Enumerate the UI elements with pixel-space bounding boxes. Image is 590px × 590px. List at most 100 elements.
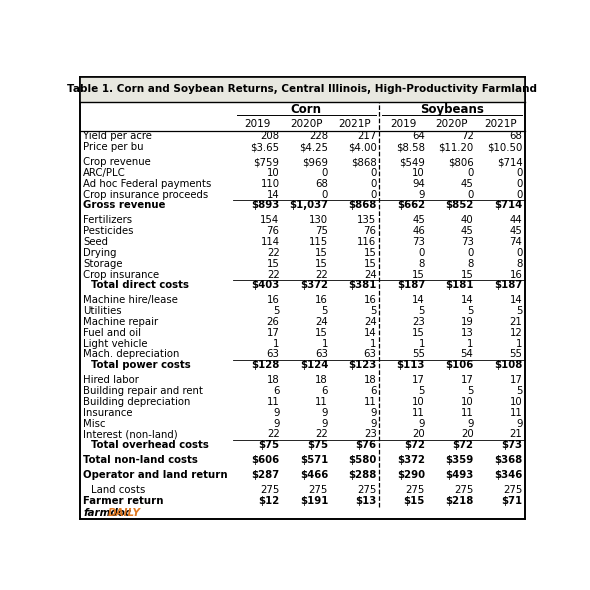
Text: 24: 24: [364, 270, 376, 280]
Text: 15: 15: [363, 248, 376, 258]
Text: 0: 0: [467, 189, 474, 199]
Text: Total overhead costs: Total overhead costs: [91, 440, 209, 450]
Text: 5: 5: [516, 306, 523, 316]
Text: 16: 16: [363, 296, 376, 306]
Text: 116: 116: [358, 237, 376, 247]
Text: 2020P: 2020P: [290, 119, 322, 129]
Text: 135: 135: [358, 215, 376, 225]
Text: 5: 5: [467, 386, 474, 396]
Text: 63: 63: [267, 349, 280, 359]
Text: 0: 0: [322, 189, 328, 199]
Text: Farmer return: Farmer return: [83, 496, 163, 506]
Text: 74: 74: [510, 237, 523, 247]
Text: 76: 76: [267, 227, 280, 236]
Text: 18: 18: [267, 375, 280, 385]
Text: $72: $72: [404, 440, 425, 450]
Text: Drying: Drying: [83, 248, 117, 258]
Text: $187: $187: [397, 280, 425, 290]
Text: 21: 21: [510, 430, 523, 440]
Text: 14: 14: [461, 296, 474, 306]
Text: 154: 154: [260, 215, 280, 225]
Text: 110: 110: [260, 179, 280, 189]
Text: 11: 11: [315, 397, 328, 407]
Text: 11: 11: [267, 397, 280, 407]
Text: 9: 9: [467, 419, 474, 428]
Text: 130: 130: [309, 215, 328, 225]
Text: 1: 1: [370, 339, 376, 349]
Text: $15: $15: [404, 496, 425, 506]
Text: 22: 22: [267, 248, 280, 258]
Text: 10: 10: [267, 168, 280, 178]
Text: 2020P: 2020P: [435, 119, 468, 129]
Text: 17: 17: [412, 375, 425, 385]
Text: $218: $218: [445, 496, 474, 506]
Text: 72: 72: [461, 131, 474, 141]
Text: Ad hoc Federal payments: Ad hoc Federal payments: [83, 179, 211, 189]
Text: 15: 15: [267, 259, 280, 268]
Text: $893: $893: [251, 201, 280, 211]
Text: 26: 26: [267, 317, 280, 327]
Text: 9: 9: [370, 408, 376, 418]
Text: Operator and land return: Operator and land return: [83, 470, 228, 480]
Text: 76: 76: [363, 227, 376, 236]
Text: 1: 1: [467, 339, 474, 349]
Text: 5: 5: [273, 306, 280, 316]
Text: 21: 21: [510, 317, 523, 327]
Text: 24: 24: [315, 317, 328, 327]
Text: 1: 1: [273, 339, 280, 349]
Text: 5: 5: [418, 306, 425, 316]
Text: 23: 23: [412, 317, 425, 327]
Text: $287: $287: [251, 470, 280, 480]
Text: 11: 11: [412, 408, 425, 418]
Text: $662: $662: [397, 201, 425, 211]
Text: Seed: Seed: [83, 237, 108, 247]
Text: 55: 55: [510, 349, 523, 359]
Text: 275: 275: [406, 486, 425, 496]
Text: Utilities: Utilities: [83, 306, 122, 316]
Text: 14: 14: [364, 328, 376, 338]
Text: 5: 5: [467, 306, 474, 316]
Text: 45: 45: [510, 227, 523, 236]
Text: 2019: 2019: [390, 119, 417, 129]
Text: 13: 13: [461, 328, 474, 338]
Text: $12: $12: [258, 496, 280, 506]
Text: Crop revenue: Crop revenue: [83, 157, 151, 167]
Text: 8: 8: [419, 259, 425, 268]
Text: Fertilizers: Fertilizers: [83, 215, 132, 225]
Text: 64: 64: [412, 131, 425, 141]
Text: $128: $128: [251, 360, 280, 371]
Text: 228: 228: [309, 131, 328, 141]
Text: 23: 23: [364, 430, 376, 440]
Text: $372: $372: [397, 455, 425, 466]
Text: 5: 5: [370, 306, 376, 316]
Text: 275: 275: [357, 486, 376, 496]
Text: $868: $868: [348, 201, 376, 211]
Text: Building depreciation: Building depreciation: [83, 397, 191, 407]
Text: 14: 14: [510, 296, 523, 306]
Text: 16: 16: [510, 270, 523, 280]
Text: $8.58: $8.58: [396, 142, 425, 152]
Text: $75: $75: [258, 440, 280, 450]
Text: $580: $580: [348, 455, 376, 466]
Text: 1: 1: [322, 339, 328, 349]
Text: 55: 55: [412, 349, 425, 359]
Text: $187: $187: [494, 280, 523, 290]
Text: $346: $346: [494, 470, 523, 480]
Text: 0: 0: [370, 168, 376, 178]
Text: 10: 10: [510, 397, 523, 407]
Text: 24: 24: [364, 317, 376, 327]
Text: 1: 1: [419, 339, 425, 349]
Text: 275: 275: [309, 486, 328, 496]
Text: $466: $466: [300, 470, 328, 480]
Text: Crop insurance: Crop insurance: [83, 270, 159, 280]
Text: 16: 16: [315, 296, 328, 306]
Text: Storage: Storage: [83, 259, 123, 268]
Text: $714: $714: [494, 201, 523, 211]
Text: 45: 45: [412, 215, 425, 225]
Text: 63: 63: [363, 349, 376, 359]
Text: 0: 0: [322, 168, 328, 178]
Text: $124: $124: [300, 360, 328, 371]
Text: 18: 18: [364, 375, 376, 385]
Text: $969: $969: [302, 157, 328, 167]
Text: 9: 9: [273, 408, 280, 418]
